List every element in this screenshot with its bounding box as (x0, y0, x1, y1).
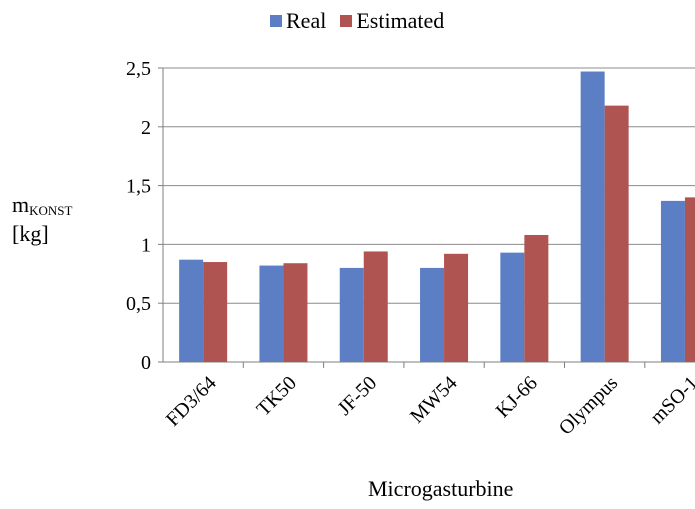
bar-real-kj-66 (500, 252, 525, 362)
bar-estimated-fd3-64 (203, 262, 228, 362)
y-tick-label: 1,5 (126, 176, 151, 198)
y-tick-label: 0 (141, 352, 151, 374)
bar-estimated-kj-66 (524, 234, 549, 362)
legend-swatch-estimated (340, 15, 353, 27)
x-tick-label: KJ-66 (492, 372, 542, 422)
bar-real-jf-50 (339, 267, 364, 362)
x-tick-label: FD3/64 (162, 372, 221, 431)
x-axis-title: Microgasturbine (368, 476, 514, 501)
legend-item-estimated: Estimated (340, 8, 444, 34)
legend-label-estimated: Estimated (356, 8, 445, 33)
y-axis-label-unit: [kg] (12, 221, 49, 246)
bar-real-mso-1 (660, 200, 685, 362)
legend-item-real: Real (270, 8, 326, 34)
bar-real-olympus (580, 71, 605, 362)
chart-legend: Real Estimated (270, 8, 458, 34)
bar-estimated-mso-1 (684, 197, 695, 362)
bar-estimated-tk50 (283, 263, 308, 362)
y-axis-label-main: m (12, 192, 30, 217)
y-axis-label: mKONST [kg] (12, 192, 72, 247)
bar-estimated-mw54 (444, 253, 469, 362)
legend-label-real: Real (286, 8, 327, 33)
bar-estimated-olympus (604, 105, 629, 363)
y-tick-label: 1 (141, 234, 151, 256)
bar-estimated-jf-50 (363, 251, 388, 362)
legend-swatch-real (270, 15, 282, 27)
bar-real-tk50 (259, 265, 284, 362)
x-tick-label: JF-50 (334, 372, 382, 420)
y-tick-label: 0,5 (126, 293, 151, 315)
x-tick-label: mSO-1 (646, 372, 695, 428)
y-tick-label: 2,5 (126, 58, 151, 80)
x-tick-label: Olympus (555, 372, 623, 440)
y-axis-label-sub: KONST (29, 203, 73, 218)
x-tick-label: TK50 (252, 372, 301, 421)
bar-real-fd3-64 (179, 259, 204, 362)
x-tick-label: MW54 (406, 372, 462, 428)
y-tick-label: 2 (141, 117, 151, 139)
bar-real-mw54 (420, 267, 445, 362)
